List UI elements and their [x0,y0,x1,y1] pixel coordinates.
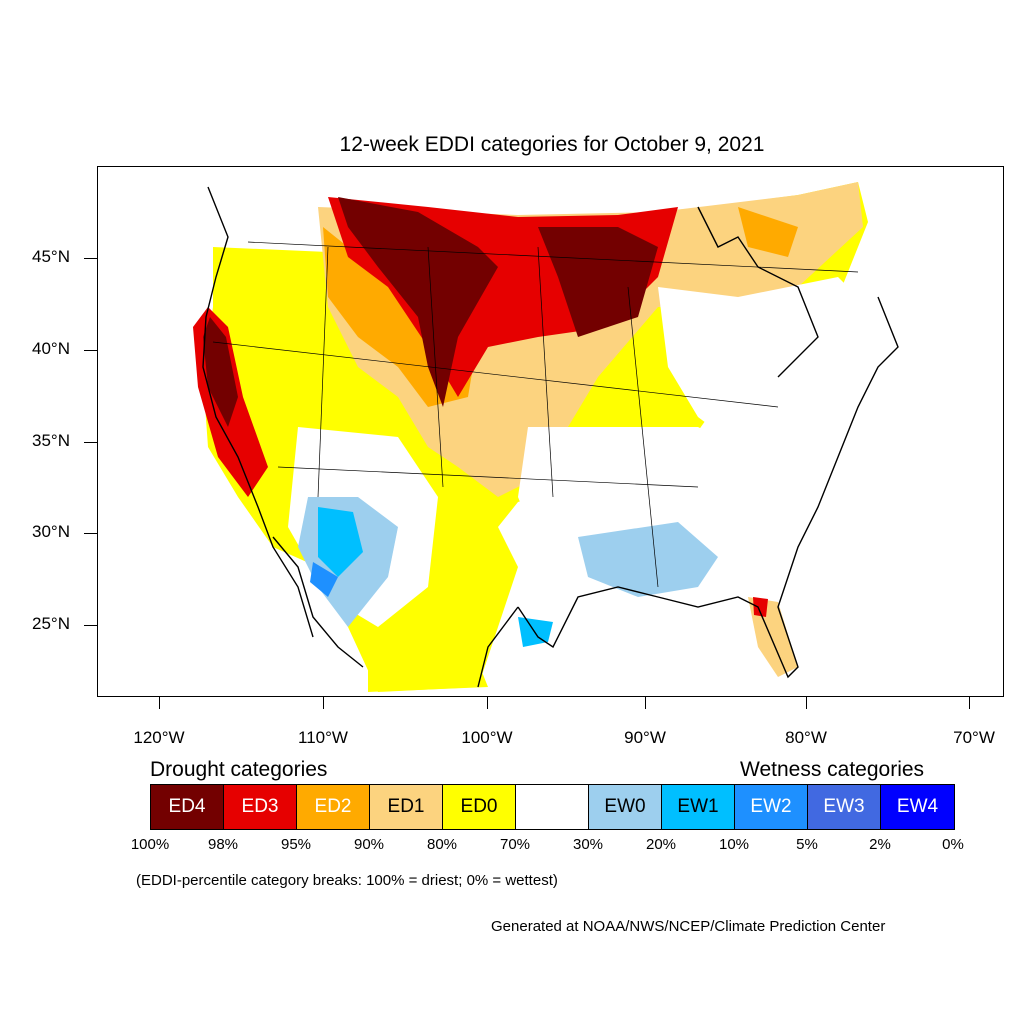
legend-swatch: ED2 [297,785,370,829]
legend-break-label: 70% [499,836,531,853]
category-legend: ED4 ED3 ED2 ED1 ED0 EW0 EW1 EW2 EW3 EW4 [150,784,955,830]
map-title: 12-week EDDI categories for October 9, 2… [339,133,765,156]
legend-break-label: 30% [572,836,604,853]
lon-tick [969,697,970,709]
eddi-map [193,182,899,692]
legend-break-label: 2% [869,836,891,853]
region-florida-ed3 [753,597,768,617]
legend-break-label: 0% [942,836,964,853]
legend-swatch: EW2 [735,785,808,829]
lon-tick [159,697,160,709]
legend-break-label: 98% [207,836,239,853]
wetness-heading: Wetness categories [740,758,925,781]
drought-heading: Drought categories [150,758,328,781]
legend-swatch: ED3 [224,785,297,829]
region-ew2-sw [310,562,338,597]
legend-break-label: 90% [353,836,385,853]
lon-tick [487,697,488,709]
region-mexico-ed0 [368,627,488,692]
lat-tick [84,350,97,351]
region-ew1-sw [318,507,363,577]
legend-break-label: 5% [796,836,818,853]
legend-swatch: ED1 [370,785,443,829]
legend-break-label: 10% [718,836,750,853]
region-florida [748,597,798,677]
lon-tick [806,697,807,709]
legend-swatch: EW4 [881,785,954,829]
legend-break-label: 80% [426,836,458,853]
category-note: (EDDI-percentile category breaks: 100% =… [136,872,558,889]
lon-label: 110°W [298,728,348,747]
region-ed4 [338,197,498,407]
region-ne-white [658,277,858,447]
lon-tick [323,697,324,709]
legend-swatch: ED4 [151,785,224,829]
legend-swatch: EW0 [589,785,662,829]
lon-label: 70°W [953,728,995,747]
legend-swatch: ED0 [443,785,516,829]
map-panel [97,166,1004,697]
lat-tick [84,533,97,534]
legend-swatch [516,785,589,829]
lon-label: 120°W [133,728,185,747]
lat-label: 40°N [32,339,70,358]
region-ed2-ne [738,207,798,257]
lat-tick [84,258,97,259]
lat-label: 45°N [32,247,70,266]
legend-swatch: EW3 [808,785,881,829]
region-ew0-se [578,522,718,597]
lat-label: 30°N [32,522,70,541]
credit-line: Generated at NOAA/NWS/NCEP/Climate Predi… [491,918,886,935]
legend-break-label: 95% [280,836,312,853]
lon-label: 80°W [785,728,827,747]
coastlines [202,186,899,688]
lat-tick [84,442,97,443]
region-westcoast-ed4 [203,317,238,427]
lon-label: 90°W [624,728,666,747]
legend-break-label: 20% [645,836,677,853]
legend-break-label: 100% [130,836,170,853]
lat-label: 35°N [32,431,70,450]
lon-label: 100°W [461,728,513,747]
lat-tick [84,625,97,626]
state-borders [212,241,859,588]
legend-swatch: EW1 [662,785,735,829]
region-ed4-b [538,227,658,337]
lon-tick [645,697,646,709]
lat-label: 25°N [32,614,70,633]
